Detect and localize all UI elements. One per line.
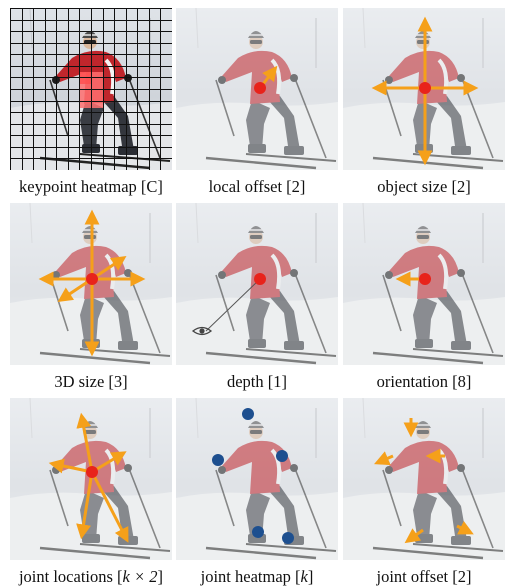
- panel-joint-heatmap: [176, 398, 338, 560]
- caption-object-size: object size [2]: [377, 177, 471, 196]
- joint-markers: [212, 408, 294, 544]
- joint-head: [242, 408, 254, 420]
- 3d-size-arrows: [38, 209, 146, 357]
- center-point: [86, 273, 98, 285]
- center-point: [86, 466, 98, 478]
- panel-3d-size: [10, 203, 172, 365]
- caption-joint-heatmap: joint heatmap [k]: [172, 567, 342, 587]
- panel-joint-offset: [343, 398, 505, 560]
- heatmap-grid: [10, 8, 172, 170]
- center-point: [419, 273, 431, 285]
- panel-object-size: [343, 8, 505, 170]
- size-arrows: [371, 16, 479, 166]
- caption-3d-size: 3D size [3]: [54, 372, 128, 391]
- joint-left-hand: [212, 454, 224, 466]
- panel-depth: [176, 203, 338, 365]
- panel-joint-locations: [10, 398, 172, 560]
- center-point: [254, 82, 266, 94]
- panel-keypoint-heatmap: [10, 8, 172, 170]
- caption-depth: depth [1]: [226, 372, 288, 391]
- panel-local-offset: [176, 8, 338, 170]
- caption-suffix: ]: [307, 567, 314, 586]
- depth-ray: [205, 278, 261, 332]
- caption-var: k × 2: [122, 567, 158, 586]
- caption-orientation: orientation [8]: [376, 372, 472, 391]
- caption-prefix: joint locations [: [18, 567, 123, 586]
- panel-orientation: [343, 203, 505, 365]
- caption-joint-offset: joint offset [2]: [376, 567, 472, 586]
- caption-prefix: joint heatmap [: [200, 567, 301, 586]
- center-point: [254, 273, 266, 285]
- caption-var: k: [300, 567, 308, 586]
- caption-joint-locations: joint locations [k × 2]: [6, 567, 176, 587]
- joint-right-foot: [282, 532, 294, 544]
- joint-right-hand: [276, 450, 288, 462]
- caption-keypoint-heatmap: keypoint heatmap [C]: [19, 177, 163, 196]
- joint-vectors: [48, 412, 129, 543]
- joint-offset-arrows: [374, 418, 474, 544]
- joint-left-foot: [252, 526, 264, 538]
- center-point: [419, 82, 431, 94]
- caption-local-offset: local offset [2]: [208, 177, 306, 196]
- eye-icon: [191, 326, 213, 336]
- caption-suffix: ]: [157, 567, 164, 586]
